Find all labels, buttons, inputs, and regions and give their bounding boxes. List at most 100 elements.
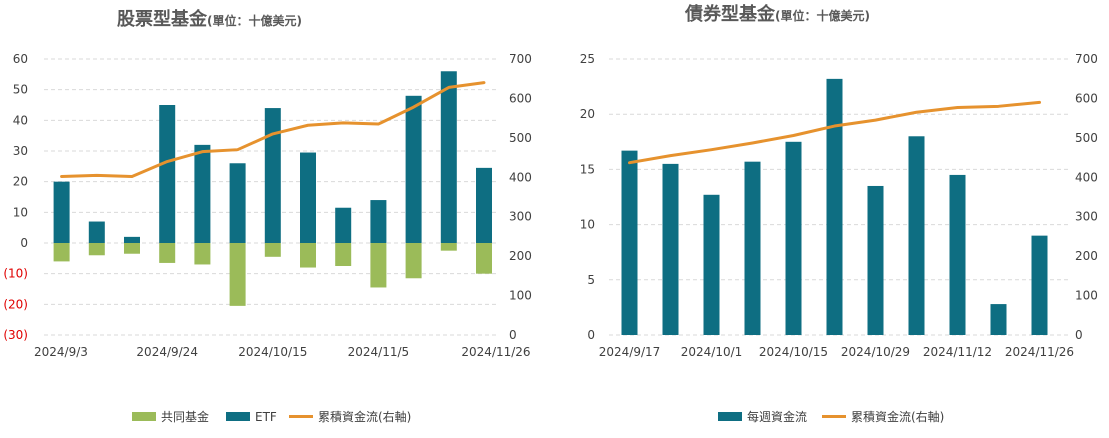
chart-2: 債券型基金(單位：十億美元) 0 5 10 15 20 25 0 100 200 300 400 500… — [580, 3, 1098, 424]
legend-label: ETF — [255, 410, 277, 424]
bar-共同基金 — [194, 243, 211, 265]
chart-title: 股票型基金(單位：十億美元) — [116, 8, 302, 30]
legend-label: 每週資金流 — [747, 409, 807, 424]
y-right-tick-label: 200 — [1075, 249, 1098, 263]
y-left-tick-label: 20 — [580, 107, 595, 121]
x-tick-label: 2024/9/24 — [136, 345, 198, 359]
y-right-tick-label: 0 — [1075, 328, 1083, 342]
bar-共同基金 — [476, 243, 492, 274]
y-left-tick-label: 10 — [13, 205, 28, 219]
y-left-tick-label: 0 — [20, 236, 28, 250]
bar-ETF — [53, 181, 70, 243]
y-right-tick-label: 600 — [509, 91, 532, 105]
bar-ETF — [300, 152, 316, 243]
x-tick-label: 2024/11/26 — [461, 345, 530, 359]
chart-title: 債券型基金(單位：十億美元) — [684, 3, 870, 25]
chart-subtitle: (單位：十億美元) — [775, 8, 870, 23]
x-tick-label: 2024/11/5 — [348, 345, 410, 359]
bar-共同基金 — [124, 243, 140, 254]
bar-ETF — [405, 95, 422, 243]
y-left-tick-label: 30 — [13, 144, 28, 158]
legend-swatch-bar — [132, 412, 156, 421]
bar-共同基金 — [370, 243, 387, 288]
y-left-tick-label: 20 — [13, 175, 28, 189]
y-right-tick-label: 0 — [509, 328, 517, 342]
x-tick-label: 2024/9/3 — [34, 345, 88, 359]
x-tick-label: 2024/10/15 — [238, 345, 307, 359]
bar-共同基金 — [335, 243, 352, 266]
y-right-tick-label: 700 — [509, 52, 532, 66]
legend-label: 累積資金流(右軸) — [851, 409, 944, 424]
y-left-tick-label: (30) — [3, 328, 28, 342]
line-cumulative-flow — [628, 100, 1041, 165]
legend-label: 累積資金流(右軸) — [318, 409, 411, 424]
y-left-tick-label: 25 — [580, 52, 595, 66]
y-right-tick-label: 500 — [509, 131, 532, 145]
chart-subtitle: (單位：十億美元) — [207, 13, 302, 28]
bar-ETF — [194, 144, 211, 243]
legend-swatch-bar — [226, 412, 250, 421]
x-tick-label: 2024/10/1 — [681, 345, 743, 359]
bar-共同基金 — [264, 243, 281, 257]
legend-swatch-bar — [718, 412, 742, 421]
x-tick-label: 2024/11/12 — [923, 345, 992, 359]
legend-label: 共同基金 — [161, 409, 209, 424]
bar-共同基金 — [53, 243, 70, 262]
y-left-tick-label: 15 — [580, 162, 595, 176]
y-right-tick-label: 300 — [1075, 210, 1098, 224]
x-tick-label: 2024/9/17 — [599, 345, 661, 359]
bar-ETF — [335, 207, 352, 243]
bar-ETF — [264, 108, 281, 243]
y-right-tick-label: 100 — [509, 289, 532, 303]
y-left-tick-label: 40 — [13, 113, 28, 127]
bar-每週資金流 — [744, 161, 761, 335]
bar-ETF — [370, 200, 387, 243]
bar-共同基金 — [88, 243, 105, 256]
y-right-tick-label: 400 — [509, 170, 532, 184]
x-tick-label: 2024/11/26 — [1005, 345, 1074, 359]
bar-每週資金流 — [826, 78, 843, 335]
bar-每週資金流 — [990, 304, 1007, 335]
y-right-tick-label: 600 — [1075, 91, 1098, 105]
y-right-tick-label: 100 — [1075, 289, 1098, 303]
bar-每週資金流 — [867, 185, 884, 335]
bar-ETF — [159, 105, 176, 243]
bar-每週資金流 — [1031, 235, 1048, 335]
bar-每週資金流 — [621, 150, 638, 335]
x-tick-label: 2024/10/29 — [841, 345, 910, 359]
bar-共同基金 — [159, 243, 176, 263]
y-right-tick-label: 400 — [1075, 170, 1098, 184]
y-left-tick-label: 50 — [13, 83, 28, 97]
chart-1: 股票型基金(單位：十億美元)(30)(20)(10)01020304050600… — [3, 8, 532, 424]
bar-ETF — [440, 71, 457, 244]
y-left-tick-label: 10 — [580, 218, 595, 232]
bar-共同基金 — [440, 243, 457, 251]
bar-共同基金 — [229, 243, 246, 306]
bar-每週資金流 — [908, 136, 925, 335]
y-right-tick-label: 200 — [509, 249, 532, 263]
y-left-tick-label: (20) — [3, 297, 28, 311]
bar-ETF — [229, 163, 246, 243]
line-cumulative-flow — [60, 81, 486, 178]
bar-共同基金 — [405, 243, 422, 279]
bar-每週資金流 — [662, 163, 679, 335]
y-left-tick-label: 0 — [587, 328, 595, 342]
chart-title-text: 債券型基金 — [684, 3, 776, 25]
y-right-tick-label: 300 — [509, 210, 532, 224]
y-right-tick-label: 500 — [1075, 131, 1098, 145]
y-left-tick-label: 5 — [587, 273, 595, 287]
bar-ETF — [476, 167, 492, 243]
bar-每週資金流 — [785, 141, 802, 335]
bar-ETF — [88, 221, 105, 243]
bar-每週資金流 — [949, 174, 966, 335]
x-tick-label: 2024/10/15 — [759, 345, 828, 359]
bar-共同基金 — [300, 243, 316, 268]
chart-title-text: 股票型基金 — [116, 8, 208, 30]
bar-ETF — [124, 236, 140, 243]
y-right-tick-label: 700 — [1075, 52, 1098, 66]
y-left-tick-label: 60 — [13, 52, 28, 66]
y-left-tick-label: (10) — [3, 267, 28, 281]
bar-每週資金流 — [703, 194, 720, 335]
